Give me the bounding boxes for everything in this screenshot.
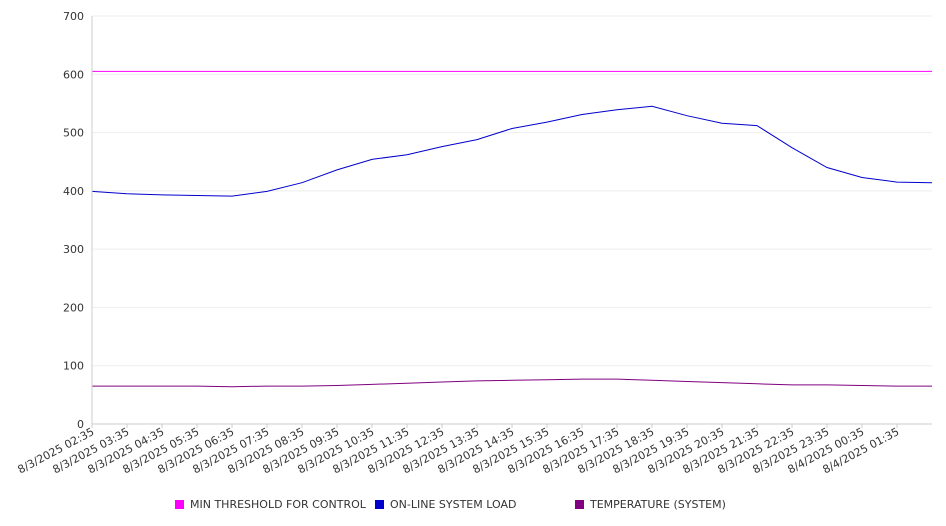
series-line-on-line-system-load — [91, 105, 933, 197]
legend-item-temperature: TEMPERATURE (SYSTEM) — [575, 498, 726, 511]
legend-item-min-threshold: MIN THRESHOLD FOR CONTROL — [175, 498, 366, 511]
y-tick-label-400: 400 — [63, 185, 84, 198]
legend-swatch-temperature — [575, 500, 584, 509]
y-tick-label-0: 0 — [77, 418, 84, 431]
series-lines — [91, 70, 933, 388]
legend-item-system-load: ON-LINE SYSTEM LOAD — [375, 498, 516, 511]
y-tick-label-300: 300 — [63, 243, 84, 256]
legend: MIN THRESHOLD FOR CONTROL ON-LINE SYSTEM… — [0, 498, 946, 516]
y-tick-label-600: 600 — [63, 68, 84, 81]
y-tick-label-500: 500 — [63, 127, 84, 140]
y-axis: 0 100 200 300 400 500 600 700 — [63, 10, 84, 431]
y-tick-label-700: 700 — [63, 10, 84, 23]
legend-label-min-threshold: MIN THRESHOLD FOR CONTROL — [190, 498, 366, 511]
legend-swatch-min-threshold — [175, 500, 184, 509]
legend-swatch-system-load — [375, 500, 384, 509]
legend-label-system-load: ON-LINE SYSTEM LOAD — [390, 498, 517, 511]
x-axis: 8/3/2025 02:358/3/2025 03:358/3/2025 04:… — [16, 424, 901, 476]
y-tick-label-200: 200 — [63, 301, 84, 314]
series-line-temperature-system — [92, 378, 932, 388]
y-tick-label-100: 100 — [63, 360, 84, 373]
grid-lines — [92, 15, 932, 425]
legend-label-temperature: TEMPERATURE (SYSTEM) — [590, 498, 726, 511]
